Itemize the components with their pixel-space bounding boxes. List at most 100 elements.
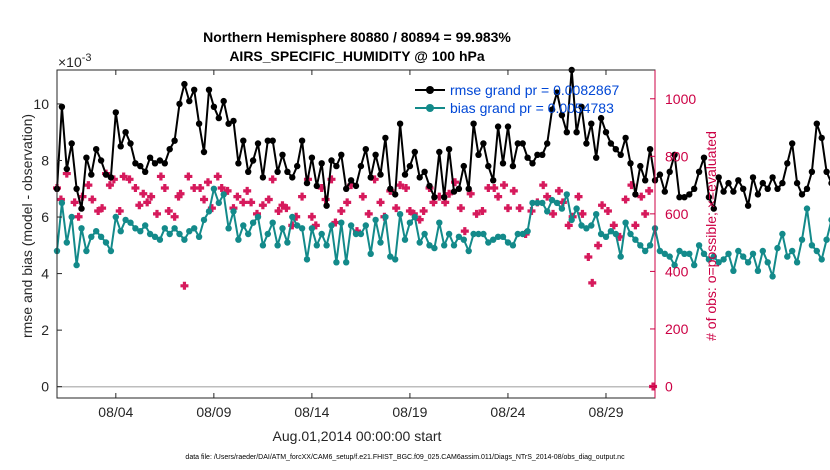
bias-point xyxy=(617,253,624,260)
bias-point xyxy=(396,211,404,218)
rmse-point xyxy=(607,140,615,147)
bias-point xyxy=(607,228,615,235)
obs-count-marker xyxy=(641,209,650,218)
rmse-point xyxy=(740,185,747,192)
rmse-point xyxy=(583,140,590,147)
bias-point xyxy=(58,199,66,207)
rmse-point xyxy=(137,162,144,170)
rmse-point xyxy=(798,191,806,198)
bias-point xyxy=(401,236,409,243)
obs-count-marker xyxy=(147,192,156,201)
rmse-point xyxy=(534,151,541,158)
obs-count-marker xyxy=(200,195,209,204)
rmse-point xyxy=(485,162,492,170)
rmse-point xyxy=(294,162,301,170)
bias-point xyxy=(259,242,267,249)
bias-point xyxy=(627,230,634,238)
rmse-point xyxy=(588,120,595,127)
rmse-point xyxy=(142,168,149,175)
obs-count-marker xyxy=(180,281,189,290)
rmse-point xyxy=(695,168,703,175)
bias-point xyxy=(578,222,585,229)
rmse-point xyxy=(754,191,762,198)
rmse-point xyxy=(323,202,330,209)
bias-point xyxy=(676,247,683,255)
bias-point xyxy=(411,213,418,221)
rmse-point xyxy=(519,140,526,147)
obs-count-marker xyxy=(621,195,630,204)
rmse-point xyxy=(73,185,80,192)
bias-point xyxy=(142,222,149,229)
obs-count-marker xyxy=(233,192,242,201)
bias-point xyxy=(490,236,497,243)
obs-count-marker xyxy=(84,181,93,190)
obs-count-marker xyxy=(337,206,346,215)
bias-point xyxy=(544,208,551,215)
bias-point xyxy=(289,213,296,221)
rmse-point xyxy=(617,151,624,158)
rmse-point xyxy=(161,160,168,167)
bias-point xyxy=(808,242,816,249)
rmse-point xyxy=(220,97,227,105)
bias-point xyxy=(450,242,458,249)
rmse-point xyxy=(416,174,423,181)
rmse-point xyxy=(700,154,708,161)
y-left-tick-label: 0 xyxy=(41,379,49,395)
bias-point xyxy=(749,250,757,257)
bias-point xyxy=(137,228,144,235)
rmse-point xyxy=(578,103,585,111)
rmse-point xyxy=(715,174,722,181)
y-right-tick-label: 400 xyxy=(665,263,689,279)
rmse-point xyxy=(269,137,276,144)
rmse-point xyxy=(676,194,683,201)
y-axis-left: 0 2 4 6 8 10 xyxy=(33,96,62,395)
bias-point xyxy=(362,222,369,229)
rmse-point xyxy=(289,174,296,181)
bias-point xyxy=(602,233,610,240)
bias-point xyxy=(735,247,742,255)
rmse-point xyxy=(597,114,605,122)
y-right-tick-label: 200 xyxy=(665,321,689,337)
rmse-point xyxy=(303,179,311,187)
data-file-footer: data file: /Users/raeder/DAI/ATM_forcXX/… xyxy=(185,454,625,461)
rmse-point xyxy=(632,191,639,198)
obs-count-marker xyxy=(415,215,424,224)
rmse-point xyxy=(548,106,556,113)
bias-point xyxy=(372,216,379,224)
obs-count-marker xyxy=(264,195,273,204)
bias-point xyxy=(465,247,472,255)
bias-point xyxy=(200,216,208,224)
bias-point xyxy=(274,242,281,249)
bias-point xyxy=(534,199,541,207)
x-axis: 08/04 08/09 08/14 08/19 08/24 08/29 xyxy=(98,70,624,420)
y-right-tick-label: 1000 xyxy=(665,91,696,107)
rmse-point xyxy=(347,177,355,184)
obs-count-marker xyxy=(139,189,148,198)
bias-point xyxy=(156,236,164,243)
bias-point xyxy=(681,250,688,257)
bias-point xyxy=(377,239,384,246)
bias-point xyxy=(78,225,85,232)
rmse-point xyxy=(191,86,198,94)
obs-count-marker xyxy=(160,183,169,192)
bias-point xyxy=(166,230,173,238)
rmse-point xyxy=(441,194,448,201)
x-tick-label: 08/04 xyxy=(98,404,133,420)
rmse-point xyxy=(382,134,389,142)
bias-point xyxy=(784,253,791,260)
bias-point xyxy=(754,267,762,274)
rmse-point xyxy=(573,129,580,136)
bias-point xyxy=(88,233,95,240)
obs-count-marker xyxy=(88,195,97,204)
bias-point xyxy=(666,253,673,260)
bias-point xyxy=(240,222,247,229)
obs-count-marker xyxy=(490,183,499,192)
bias-point xyxy=(597,230,605,238)
rmse-point xyxy=(151,160,159,167)
bias-point xyxy=(132,225,139,232)
bias-point xyxy=(710,253,717,260)
rmse-point xyxy=(58,103,66,111)
bias-point xyxy=(97,233,105,240)
obs-count-marker xyxy=(564,221,573,230)
bias-point xyxy=(347,222,355,229)
